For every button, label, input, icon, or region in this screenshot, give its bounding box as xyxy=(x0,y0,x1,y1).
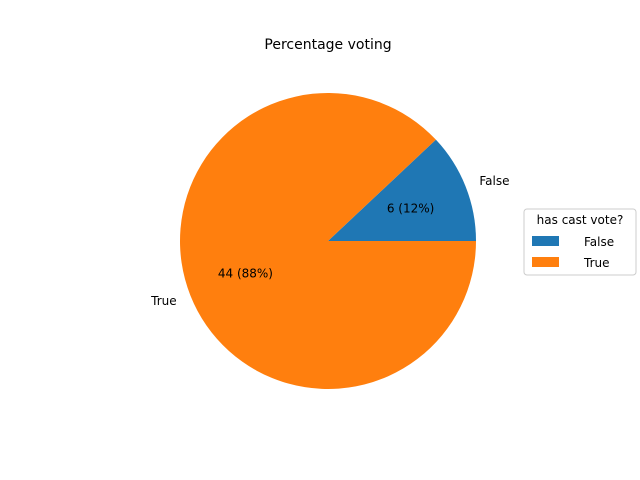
legend-swatch-true xyxy=(532,257,559,267)
legend-swatch-false xyxy=(532,236,559,246)
slice-value-label-true: 44 (88%) xyxy=(218,267,273,281)
slice-category-label-true: True xyxy=(150,294,177,308)
pie-slice-false xyxy=(328,139,476,241)
pie-slice-true xyxy=(180,93,477,390)
chart-title: Percentage voting xyxy=(264,37,391,53)
slice-labels: False 6 (12%) True 44 (88%) xyxy=(150,174,509,308)
slice-value-label-false: 6 (12%) xyxy=(387,201,434,215)
legend-label-true: True xyxy=(583,256,610,270)
pie-slices xyxy=(180,93,477,390)
legend: has cast vote? False True xyxy=(523,208,637,276)
slice-category-label-false: False xyxy=(479,174,509,188)
legend-title: has cast vote? xyxy=(537,213,624,227)
legend-label-false: False xyxy=(584,235,614,249)
